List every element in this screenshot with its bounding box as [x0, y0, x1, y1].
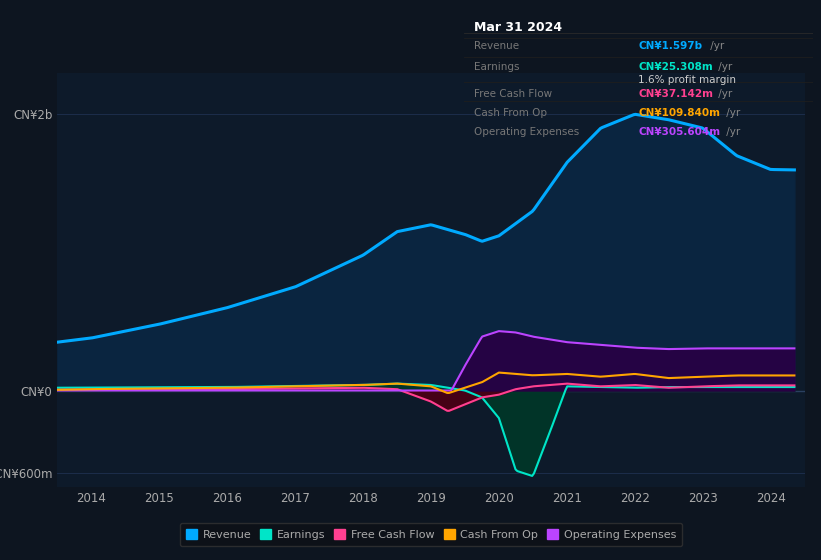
Text: CN¥1.597b /yr: CN¥1.597b /yr [639, 41, 722, 51]
Text: CN¥109.840m: CN¥109.840m [639, 108, 720, 118]
Text: CN¥305.604m: CN¥305.604m [639, 127, 721, 137]
Text: Operating Expenses: Operating Expenses [475, 127, 580, 137]
Text: /yr: /yr [722, 108, 740, 118]
Text: CN¥109.840m /yr: CN¥109.840m /yr [639, 108, 740, 118]
Text: CN¥1.597b: CN¥1.597b [639, 41, 703, 51]
Text: CN¥25.308m: CN¥25.308m [639, 62, 713, 72]
Text: Revenue: Revenue [475, 41, 520, 51]
Text: Cash From Op: Cash From Op [475, 108, 548, 118]
Text: CN¥305.604m /yr: CN¥305.604m /yr [639, 127, 740, 137]
Text: /yr: /yr [715, 62, 732, 72]
Text: /yr: /yr [715, 89, 732, 99]
Text: Earnings: Earnings [475, 62, 520, 72]
Text: 1.6% profit margin: 1.6% profit margin [639, 75, 736, 85]
Text: Mar 31 2024: Mar 31 2024 [475, 21, 562, 34]
Text: CN¥37.142m /yr: CN¥37.142m /yr [639, 89, 732, 99]
Legend: Revenue, Earnings, Free Cash Flow, Cash From Op, Operating Expenses: Revenue, Earnings, Free Cash Flow, Cash … [180, 523, 682, 546]
Text: /yr: /yr [708, 41, 725, 51]
Text: Free Cash Flow: Free Cash Flow [475, 89, 553, 99]
Text: /yr: /yr [722, 127, 740, 137]
Text: CN¥37.142m: CN¥37.142m [639, 89, 713, 99]
Text: CN¥25.308m /yr: CN¥25.308m /yr [639, 62, 732, 72]
